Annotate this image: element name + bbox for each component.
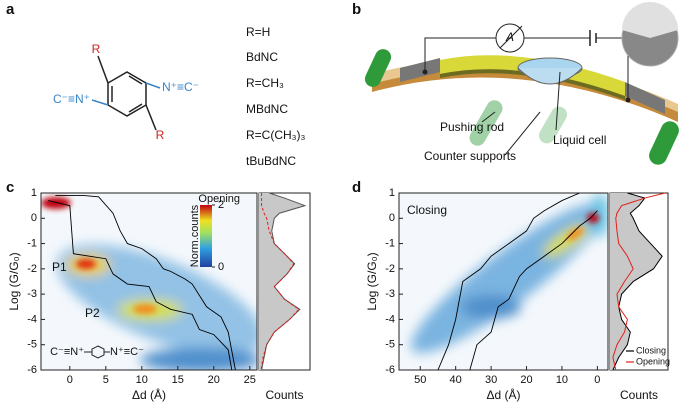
x-tick-label: 20 <box>520 374 532 386</box>
y-tick-label: 1 <box>389 187 395 199</box>
histogram-line <box>260 193 300 371</box>
colorbar-title: Opening <box>198 193 240 205</box>
label: tBuBdNC <box>246 154 296 168</box>
panel-letter: d <box>352 179 361 196</box>
y-tick-label: -5 <box>27 339 37 351</box>
label: BdNC <box>246 50 278 64</box>
y-tick-label: -2 <box>27 263 37 275</box>
meter-label: A <box>505 30 514 44</box>
x-tick-label: 10 <box>136 374 148 386</box>
heatmap <box>41 193 257 370</box>
x-tick-label: 15 <box>172 374 184 386</box>
x-tick-label: 10 <box>556 374 568 386</box>
label: R=H <box>246 25 270 39</box>
y-tick-label: 1 <box>31 187 37 199</box>
y-tick-label: -4 <box>385 313 395 325</box>
x-tick-label: 50 <box>414 374 426 386</box>
substituent: R <box>156 128 165 142</box>
x-tick-label: 30 <box>485 374 497 386</box>
ring-icon <box>91 345 105 359</box>
y-tick-label: 0 <box>31 212 37 224</box>
y-axis-label: Log (G/G₀) <box>365 252 379 310</box>
histogram-area <box>259 193 305 370</box>
diagram-label: Liquid cell <box>553 133 606 147</box>
x-tick-label: 20 <box>208 374 220 386</box>
annotation: C⁻≡N⁺ <box>50 346 84 358</box>
annotation: N⁺≡C⁻ <box>110 346 144 358</box>
x-axis-label: Δd (Å) <box>132 387 166 402</box>
label: R=C(CH₃)₃ <box>246 128 306 142</box>
x-tick-label: 0 <box>594 374 600 386</box>
y-tick-label: 0 <box>389 212 395 224</box>
substituent: R <box>92 42 101 56</box>
label: MBdNC <box>246 102 288 116</box>
histogram-label: Counts <box>265 388 303 402</box>
legend-label: Closing <box>636 345 666 355</box>
y-tick-label: -6 <box>385 364 395 376</box>
colorbar <box>200 205 212 267</box>
trace <box>48 200 233 370</box>
panel-letter: b <box>352 1 361 18</box>
y-tick-label: -1 <box>385 237 395 249</box>
panel-letter: a <box>6 1 15 18</box>
y-tick-label: -5 <box>385 339 395 351</box>
trace <box>55 195 236 370</box>
panel-letter: c <box>6 179 14 196</box>
y-axis-label: Log (G/G₀) <box>7 252 21 310</box>
plot-frame <box>40 192 258 371</box>
histogram-line <box>612 192 663 371</box>
annotation: P2 <box>85 306 100 320</box>
histogram-line <box>612 192 666 371</box>
x-tick-label: 25 <box>244 374 256 386</box>
diagram-label: Pushing rod <box>440 120 504 134</box>
x-tick-label: 40 <box>450 374 462 386</box>
histogram-area <box>610 193 663 370</box>
y-tick-label: -3 <box>27 288 37 300</box>
y-tick-label: -3 <box>385 288 395 300</box>
annotation: P1 <box>52 260 67 274</box>
colorbar-tick-label: 0 <box>218 261 224 273</box>
setup-diagram <box>364 2 679 165</box>
isocyanide: N⁺≡C⁻ <box>162 80 199 94</box>
molecule-labels: R=H BdNC R=CH₃ MBdNC R=C(CH₃)₃ tBuBdNC <box>246 25 306 168</box>
diagram-label: Counter supports <box>424 149 516 163</box>
heatmap <box>399 193 608 370</box>
y-tick-label: -2 <box>385 263 395 275</box>
x-tick-label: 0 <box>67 374 73 386</box>
trace <box>437 193 580 370</box>
label: R=CH₃ <box>246 76 284 90</box>
y-tick-label: -1 <box>27 237 37 249</box>
isocyanide: C⁻≡N⁺ <box>53 92 90 106</box>
y-tick-label: -4 <box>27 313 37 325</box>
colorbar-tick-label: 2 <box>218 199 224 211</box>
trace <box>469 210 598 370</box>
annotation: Closing <box>407 203 447 217</box>
plot-frame <box>398 192 609 371</box>
colorbar-label: Norm.counts <box>189 204 201 267</box>
molecule <box>91 55 161 131</box>
y-tick-label: -6 <box>27 364 37 376</box>
x-tick-label: 5 <box>103 374 109 386</box>
legend-label: Opening <box>636 356 670 366</box>
x-axis-label: Δd (Å) <box>486 387 520 402</box>
histogram-label: Counts <box>620 388 658 402</box>
